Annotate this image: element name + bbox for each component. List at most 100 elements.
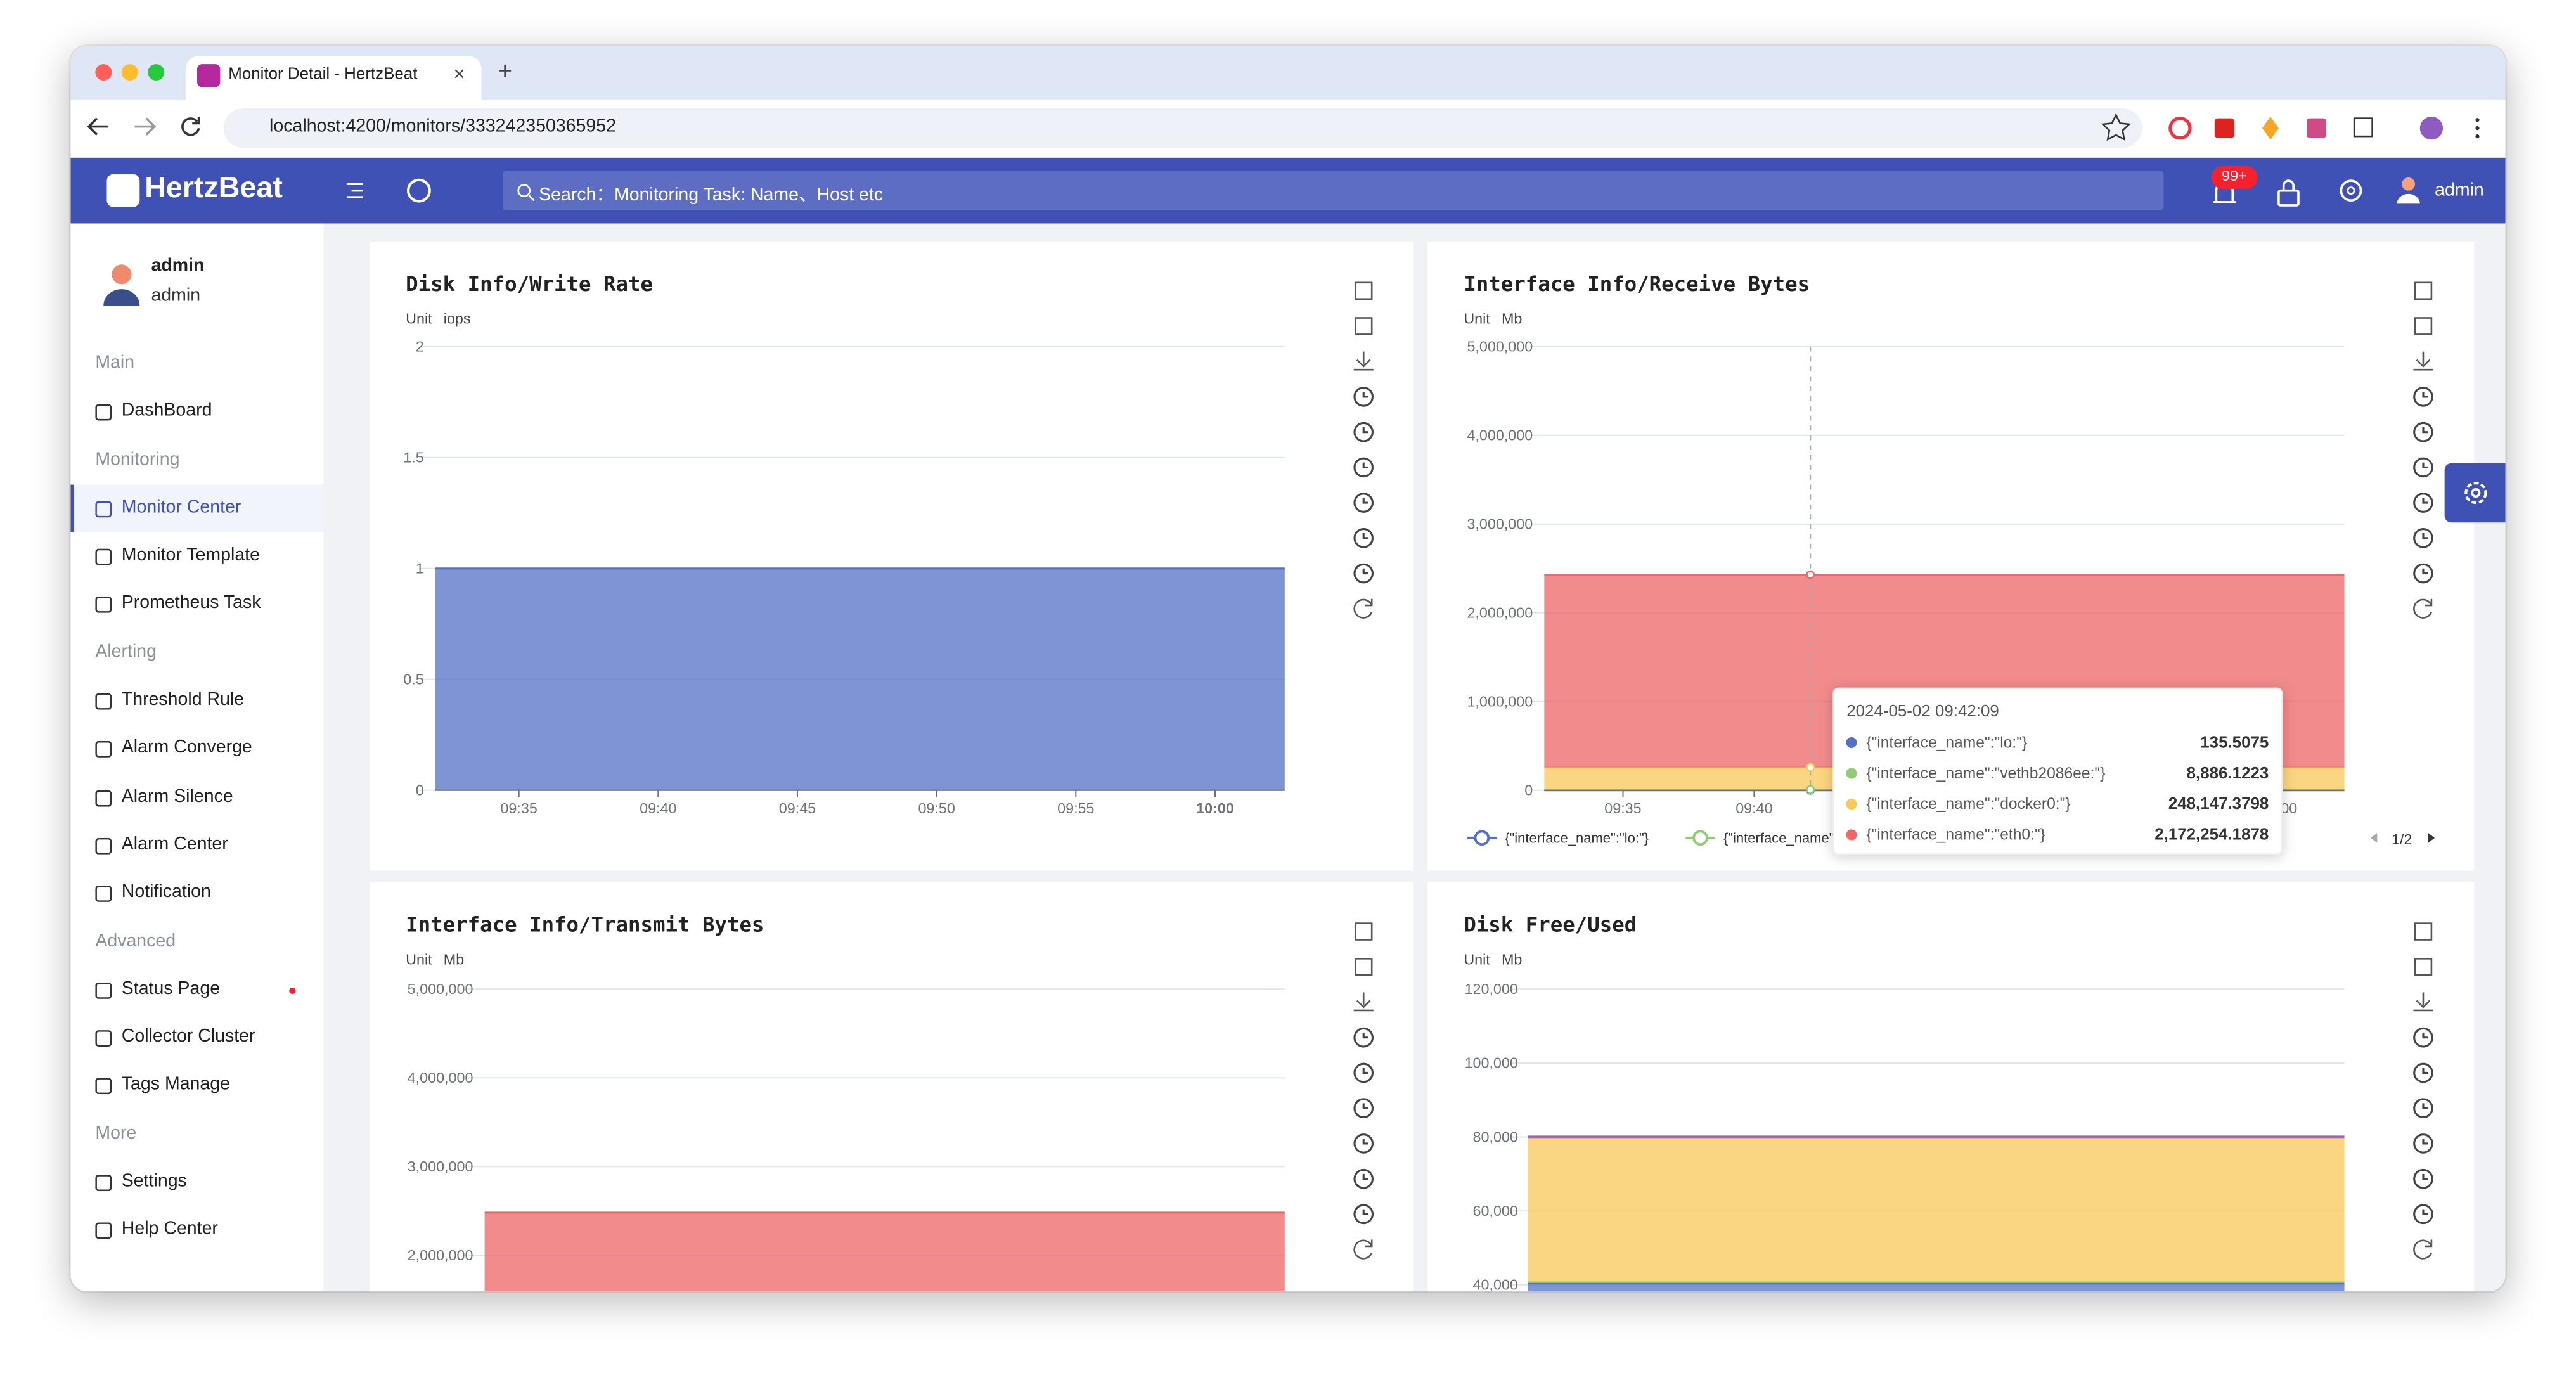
- x-tick-label: 09:55: [1057, 800, 1094, 816]
- tooltip-dot: [1846, 737, 1857, 749]
- toolbox-icon: [2413, 457, 2433, 478]
- y-tick-label: 5,000,000: [408, 981, 473, 997]
- unit-value: Mb: [444, 951, 464, 967]
- unit-value: Mb: [1502, 951, 1522, 967]
- x-tick-label: 10:00: [1196, 800, 1234, 816]
- x-tick-label: 09:35: [500, 800, 537, 816]
- menu-group-title: Monitoring: [95, 449, 180, 470]
- tooltip-dot: [1846, 798, 1857, 810]
- menu-item[interactable]: Alarm Center: [70, 822, 323, 870]
- browser-window: Monitor Detail - HertzBeat × + localhost…: [70, 46, 2506, 1292]
- menu-label: Help Center: [121, 1220, 218, 1240]
- menu-item[interactable]: Tags Manage: [70, 1062, 323, 1111]
- y-tick-label: 1: [416, 560, 424, 577]
- menu-item[interactable]: DashBoard: [70, 388, 323, 436]
- menu-label: Threshold Rule: [121, 690, 245, 710]
- menu-item[interactable]: Monitor Template: [70, 532, 323, 581]
- y-tick-label: 0.5: [403, 671, 423, 688]
- y-tick-label: 2: [416, 339, 424, 355]
- area-series: [484, 1212, 1285, 1292]
- y-tick-label: 40,000: [1473, 1277, 1518, 1292]
- menu-icon: [95, 789, 112, 806]
- gear-icon: [2464, 481, 2487, 505]
- y-tick-label: 3,000,000: [1467, 516, 1533, 532]
- legend-next: [2428, 833, 2435, 843]
- menu-label: DashBoard: [121, 401, 212, 422]
- y-tick-label: 2,000,000: [1467, 605, 1533, 621]
- toolbox-icon: [2413, 1098, 2433, 1118]
- charts-canvas: Disk Info/Write Rate Unit iops 0 0.5 1 1.5 2 09:…: [370, 242, 2475, 1292]
- header-user[interactable]: admin: [2435, 181, 2484, 201]
- toolbox-icon: [1353, 1239, 1373, 1260]
- menu-label: Status Page: [121, 979, 221, 999]
- menu-label: Alarm Converge: [121, 738, 252, 758]
- hover-point: [1806, 570, 1815, 579]
- menu-item[interactable]: Monitor Center: [70, 484, 324, 533]
- new-tab[interactable]: +: [498, 57, 513, 86]
- menu-item[interactable]: Status Page: [70, 966, 323, 1014]
- browser-tab[interactable]: Monitor Detail - HertzBeat ×: [185, 56, 482, 101]
- menu-group-title: More: [95, 1123, 137, 1144]
- window-inner: Monitor Detail - HertzBeat × + localhost…: [70, 46, 2506, 1292]
- logo-text[interactable]: HertzBeat: [145, 171, 283, 204]
- menu-item[interactable]: Notification: [70, 870, 323, 918]
- status-dot: [289, 987, 296, 994]
- menu-icon: [95, 982, 112, 999]
- toolbox-icon: [1353, 493, 1374, 513]
- menu-item[interactable]: Alarm Silence: [70, 773, 323, 822]
- nav-buttons: [87, 117, 200, 136]
- legend-prev: [2371, 833, 2378, 843]
- menu-item[interactable]: Help Center: [70, 1206, 323, 1255]
- toolbox-icon: [2413, 992, 2433, 1012]
- toolbox-icon: [2414, 281, 2433, 300]
- toolbox-icon: [2414, 922, 2433, 941]
- toolbox-icon: [2413, 1204, 2433, 1225]
- tab-title: Monitor Detail - HertzBeat: [228, 65, 418, 84]
- url-field[interactable]: localhost:4200/monitors/333242350365952: [223, 108, 2142, 148]
- tooltip-value: 2,172,254.1878: [2154, 826, 2269, 844]
- y-tick-label: 60,000: [1473, 1203, 1518, 1219]
- tooltip-dot: [1846, 768, 1857, 779]
- tab-close[interactable]: ×: [453, 62, 465, 86]
- menu-item[interactable]: Settings: [70, 1158, 323, 1206]
- menu-item[interactable]: Alarm Converge: [70, 725, 323, 773]
- y-tick-label: 0: [416, 782, 424, 798]
- menu-icon: [95, 741, 112, 758]
- hover-point: [1806, 785, 1815, 794]
- y-tick-label: 3,000,000: [408, 1158, 473, 1175]
- header-icons: [346, 178, 431, 203]
- toolbox-icon: [1353, 351, 1374, 371]
- tooltip-series-name: {"interface_name":"docker0:"}: [1866, 796, 2070, 813]
- x-tick-label: 09:35: [1604, 800, 1641, 816]
- unit-value: Mb: [1502, 311, 1522, 327]
- toolbox-icon: [1353, 1028, 1374, 1048]
- area-series: [1528, 1282, 2345, 1292]
- tooltip-series-name: {"interface_name":"eth0:"}: [1866, 827, 2045, 844]
- unit-label: Unit: [1464, 951, 1490, 967]
- legend-symbol: [1474, 830, 1490, 846]
- menu-item[interactable]: Collector Cluster: [70, 1014, 323, 1062]
- toolbox-icon: [1353, 1098, 1374, 1118]
- legend-symbol: [1692, 830, 1708, 846]
- x-tick-label: 09:50: [918, 800, 955, 816]
- user-role: admin: [151, 285, 201, 306]
- menu-icon: [95, 501, 112, 518]
- y-tick-label: 0: [1524, 782, 1533, 798]
- tooltip-value: 248,147.3798: [2168, 795, 2269, 813]
- tooltip-title: 2024-05-02 09:42:09: [1846, 702, 1999, 720]
- toolbox-icon: [2414, 317, 2433, 335]
- user-name: admin: [151, 256, 205, 276]
- toolbox-icon: [2413, 528, 2433, 548]
- x-tick-label: 09:45: [779, 800, 816, 816]
- toolbox-icon: [1353, 528, 1374, 548]
- menu-label: Monitor Template: [121, 545, 260, 566]
- y-tick-label: 1,000,000: [1467, 693, 1533, 709]
- menu-icon: [95, 693, 112, 710]
- toolbox-icon: [2413, 598, 2433, 619]
- search-box[interactable]: Search：Monitoring Task: Name、Host etc: [503, 171, 2164, 210]
- menu-item[interactable]: Prometheus Task: [70, 581, 323, 629]
- chart-title: Interface Info/Transmit Bytes: [406, 913, 764, 937]
- settings-drawer-button[interactable]: [2444, 463, 2506, 523]
- menu-item[interactable]: Threshold Rule: [70, 677, 323, 725]
